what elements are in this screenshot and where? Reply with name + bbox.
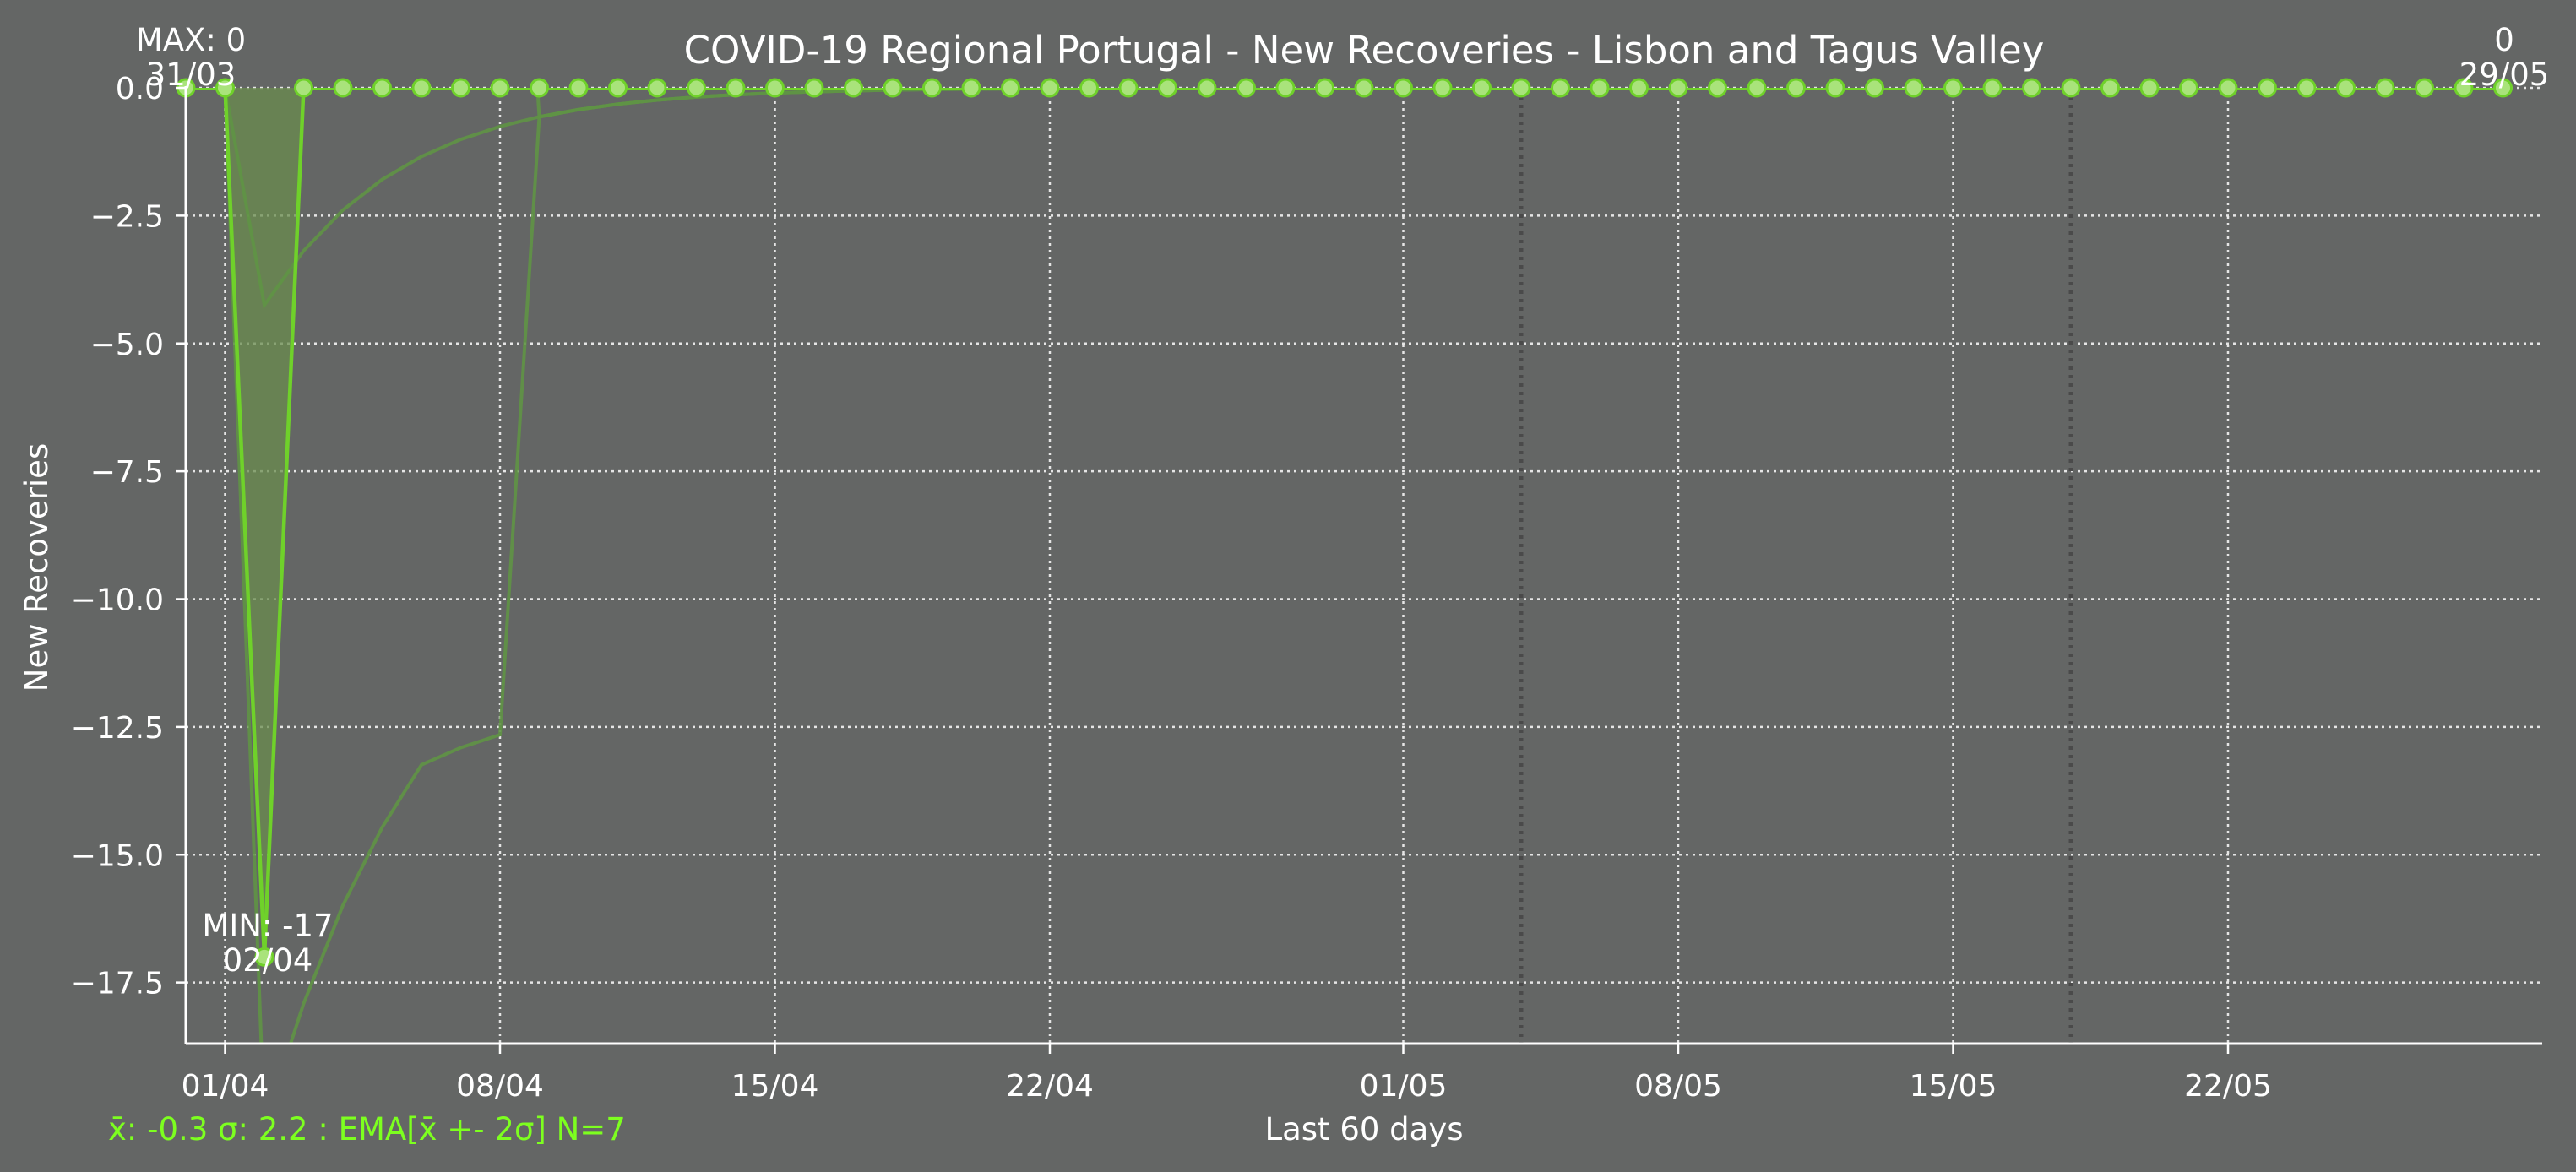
data-point [883, 78, 903, 98]
max-annotation-date: 31/03 [146, 57, 236, 93]
data-point [1001, 78, 1020, 98]
data-point [844, 78, 863, 98]
data-point [215, 78, 235, 98]
ema-lower-band [186, 88, 2503, 1044]
x-tick-label: 22/05 [2184, 1069, 2272, 1104]
data-point [530, 78, 549, 98]
data-point [922, 78, 942, 98]
series-layer [186, 88, 2503, 1044]
x-tick-label: 01/05 [1360, 1069, 1448, 1104]
data-point [1511, 78, 1531, 98]
data-point [568, 78, 589, 98]
data-point [687, 78, 706, 98]
x-tick-label: 01/04 [182, 1069, 269, 1104]
grid-lines [186, 86, 2542, 1044]
data-point [1275, 78, 1296, 98]
x-tick-label: 22/04 [1006, 1069, 1094, 1104]
data-point [2218, 78, 2238, 98]
data-point [490, 78, 510, 98]
data-point [726, 78, 746, 98]
y-tick-label: −12.5 [71, 711, 164, 746]
x-tick-labels: 01/04 08/04 15/04 22/04 01/05 08/05 15/05 22/05 [182, 1069, 2272, 1104]
footer-stats: x̄: -0.3 σ: 2.2 : EMA[x̄ +- 2σ] N=7 [108, 1111, 626, 1148]
x-tick-label: 08/04 [456, 1069, 544, 1104]
min-annotation-date: 02/04 [223, 942, 313, 979]
data-point [1982, 78, 2003, 98]
y-tick-label: −17.5 [71, 967, 164, 1001]
data-point [1825, 78, 1845, 98]
y-axis-label: New Recoveries [19, 443, 55, 692]
data-point [2139, 78, 2160, 98]
data-point [1394, 78, 1413, 98]
data-point [1158, 78, 1177, 98]
data-point [608, 78, 628, 98]
data-point [1865, 78, 1884, 98]
data-point [2258, 78, 2277, 98]
data-point [2336, 78, 2356, 98]
axes [176, 86, 2542, 1054]
data-point [1590, 78, 1610, 98]
data-point [1118, 78, 1139, 98]
x-tick-label: 15/04 [731, 1069, 819, 1104]
y-tick-label: 0.0 [116, 72, 164, 106]
data-point [333, 78, 353, 98]
data-point [1315, 78, 1334, 98]
data-point [647, 78, 667, 98]
data-point [1551, 78, 1570, 98]
data-point [1079, 78, 1099, 98]
y-tick-label: −2.5 [90, 199, 164, 234]
y-tick-label: −5.0 [90, 328, 164, 362]
chart-title: COVID-19 Regional Portugal - New Recover… [684, 28, 2045, 73]
data-point [2296, 78, 2317, 98]
data-point [1629, 78, 1649, 98]
data-point [1904, 78, 1924, 98]
data-point [451, 78, 470, 98]
data-point [1354, 78, 1374, 98]
x-axis-label: Last 60 days [1264, 1111, 1463, 1148]
data-point [1472, 78, 1492, 98]
data-point [1786, 78, 1806, 98]
data-point [294, 78, 313, 98]
data-point [961, 78, 981, 98]
data-point [2454, 78, 2474, 98]
data-point [1708, 78, 1727, 98]
max-annotation-label: MAX: 0 [136, 22, 246, 58]
data-point [372, 78, 392, 98]
data-point [2179, 78, 2198, 98]
data-point [2061, 78, 2081, 98]
x-tick-label: 15/05 [1910, 1069, 1997, 1104]
weekend-markers [1519, 88, 2073, 1044]
data-point [1432, 78, 1453, 98]
min-annotation-label: MIN: -17 [202, 908, 333, 944]
marker-layer [176, 78, 2513, 967]
last-date-annotation: 29/05 [2459, 57, 2550, 93]
data-point [1668, 78, 1688, 98]
data-point [2100, 78, 2120, 98]
data-point [2493, 78, 2513, 98]
x-tick-label: 08/05 [1634, 1069, 1722, 1104]
data-point [1747, 78, 1767, 98]
data-point [2022, 78, 2041, 98]
data-point [804, 78, 824, 98]
data-point [2415, 78, 2434, 98]
data-point [1943, 78, 1963, 98]
y-tick-label: −15.0 [71, 838, 164, 873]
data-point [1197, 78, 1217, 98]
last-value-annotation: 0 [2494, 22, 2514, 58]
data-point [411, 78, 432, 98]
y-tick-label: −7.5 [90, 455, 164, 490]
y-tick-label: −10.0 [71, 583, 164, 618]
data-point [2375, 78, 2395, 98]
data-point [765, 78, 785, 98]
data-point [1236, 78, 1256, 98]
data-point [254, 947, 274, 967]
y-tick-labels: 0.0 −2.5 −5.0 −7.5 −10.0 −12.5 −15.0 −17.5 [71, 72, 164, 1001]
data-point [1040, 78, 1060, 98]
